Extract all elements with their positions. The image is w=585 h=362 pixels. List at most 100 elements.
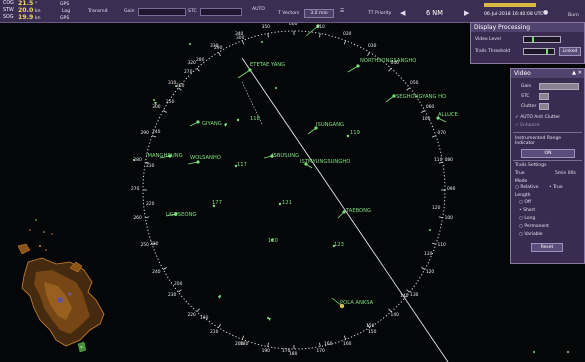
burn-label[interactable]: Burn	[568, 13, 579, 18]
target-label[interactable]: JSBUSUNG	[272, 153, 300, 159]
priority-label[interactable]: TT Priority	[368, 11, 392, 16]
bearing-tick	[438, 216, 443, 219]
trails-time-value[interactable]: 5min 00s	[555, 171, 576, 176]
target-vectors	[159, 25, 447, 307]
enhance-check[interactable]: ✓ Enhance	[515, 123, 540, 128]
range-up-icon[interactable]: ▶	[464, 9, 470, 17]
target-label[interactable]: IMANGHRUNG	[146, 153, 183, 159]
length-permanent-radio[interactable]: ○ Permanent	[519, 224, 549, 229]
bearing-tick	[241, 335, 245, 340]
coastline-land	[17, 229, 105, 353]
target-label[interactable]: WOLSANHO	[190, 155, 221, 161]
stw-unit: kn	[35, 9, 41, 14]
bearing-label: 130	[410, 293, 419, 299]
stw-source[interactable]: Log	[62, 9, 71, 14]
target-label[interactable]: ISUNGANG	[316, 122, 344, 128]
bearing-label: 210	[210, 329, 219, 335]
target-label[interactable]: SEGHONGYANG HO	[396, 94, 447, 100]
transmit-label[interactable]: Transmit	[88, 9, 108, 14]
auto-label[interactable]: AUTO	[252, 7, 265, 12]
target-label[interactable]: POLA ANKSA	[340, 300, 374, 306]
vectors-label[interactable]: T Vectors	[278, 11, 300, 16]
stc-slider[interactable]	[200, 8, 242, 16]
bearing-label: 300	[152, 104, 161, 110]
video-panel: Video ▲ ✕ Gain STC Clutter ✓ AUTO Anti C…	[510, 68, 585, 264]
length-short-radio[interactable]: • Short	[519, 208, 536, 213]
track-id[interactable]: 118	[250, 116, 260, 122]
relative-radio[interactable]: ○ Relative	[515, 185, 539, 190]
sog-source[interactable]: GPS	[60, 16, 70, 21]
range-ring	[142, 30, 446, 350]
bearing-label: 200	[234, 342, 244, 348]
range-value: 6 NM	[426, 9, 443, 17]
stc-slider[interactable]	[539, 93, 549, 100]
bearing-label: 310	[167, 80, 177, 86]
clutter-label: Clutter	[521, 104, 537, 109]
true-radio[interactable]: • True	[549, 185, 563, 190]
target-label[interactable]: NORTHSONGSANGHO	[360, 58, 417, 64]
bearing-tick	[431, 135, 437, 138]
track-id[interactable]: 119	[350, 130, 360, 136]
bearing-scale	[143, 31, 445, 349]
bearing-tick	[178, 87, 182, 91]
linked-button[interactable]: Linked	[559, 47, 581, 56]
reset-button[interactable]: Reset	[531, 243, 563, 252]
lines-icon[interactable]: ☰	[340, 9, 345, 14]
target-label[interactable]: GIYANG	[202, 121, 222, 127]
gain-slider[interactable]	[539, 83, 579, 90]
length-long-radio[interactable]: ○ Long	[519, 216, 536, 221]
bearing-label: 160	[343, 342, 352, 348]
bearing-label: 000	[289, 22, 298, 27]
sog-label: SOG	[3, 15, 14, 20]
bearing-label: 120	[425, 269, 435, 275]
track-id[interactable]: 120	[268, 238, 278, 244]
range-down-icon[interactable]: ◀	[400, 9, 406, 17]
range-mark: 260	[176, 84, 185, 89]
range-mark: 200	[174, 282, 183, 287]
bearing-tick	[421, 110, 425, 113]
alert-bar[interactable]	[484, 3, 536, 7]
bearing-label: 350	[261, 24, 270, 30]
bearing-tick	[196, 308, 200, 313]
target-label[interactable]: ETETAE YANG	[250, 62, 286, 68]
target-label[interactable]: ALLUCE	[438, 112, 458, 118]
bearing-tick	[178, 289, 182, 293]
range-mark: 230	[146, 164, 155, 169]
track-id[interactable]: 177	[212, 200, 222, 206]
length-off-radio[interactable]: ○ Off	[519, 200, 532, 205]
bearing-label: 140	[390, 313, 399, 319]
cog-value: 21.5	[18, 0, 34, 7]
bearing-tick	[145, 216, 150, 219]
target-label[interactable]: TAEBONG	[346, 208, 372, 214]
range-mark: 190	[200, 316, 209, 321]
track-id[interactable]: 121	[282, 200, 292, 206]
gain-slider[interactable]	[138, 8, 186, 16]
mode-label: Mode	[515, 179, 528, 184]
cog-source[interactable]: GPS	[60, 2, 70, 7]
target-label[interactable]: ISTMYUNGSUNGHO	[300, 159, 351, 165]
trails-mode-value[interactable]: True	[515, 171, 525, 176]
track-id[interactable]: 117	[237, 162, 247, 168]
track-id[interactable]: 123	[334, 242, 344, 248]
bearing-tick	[406, 289, 410, 293]
bearing-tick	[241, 40, 245, 45]
datetime: 06-Jul-2018 16:40:08 UTC	[484, 12, 544, 17]
bearing-tick	[367, 52, 370, 56]
range-mark: 210	[150, 242, 159, 247]
bearing-tick	[267, 342, 269, 347]
bearing-label: 170	[316, 349, 325, 355]
video-level-slider[interactable]	[523, 36, 561, 43]
trails-threshold-slider[interactable]	[523, 48, 555, 55]
bearing-tick	[388, 308, 392, 313]
bearing-tick	[438, 161, 443, 164]
irr-on-button[interactable]: ON	[521, 149, 575, 158]
bearing-tick	[388, 67, 392, 72]
auto-anti-clutter-check[interactable]: ✓ AUTO Anti Clutter	[515, 115, 561, 120]
target-label[interactable]: UGDSEONG	[166, 212, 197, 218]
panel-controls[interactable]: ▲ ✕	[572, 70, 582, 76]
length-variable-radio[interactable]: ○ Variable	[519, 232, 543, 237]
vector-time-select[interactable]: 3.0 min	[304, 9, 334, 18]
help-icon[interactable]: ●	[543, 9, 549, 16]
clutter-slider[interactable]	[539, 103, 549, 110]
